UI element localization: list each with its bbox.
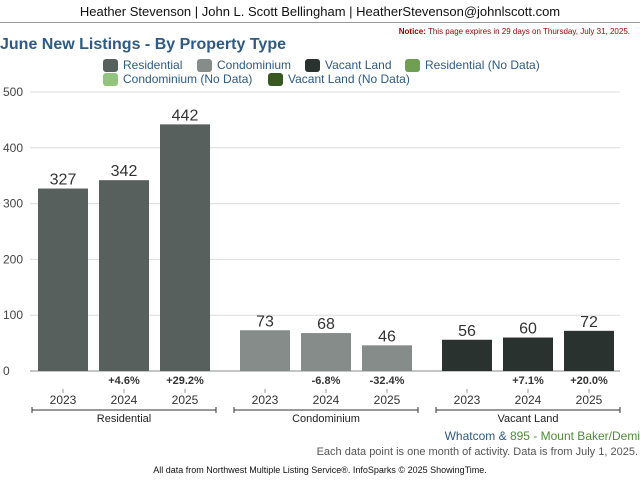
region-secondary: 895 - Mount Baker/Demi xyxy=(509,429,640,443)
year-tick-label: 2025 xyxy=(576,393,603,407)
bar xyxy=(38,188,88,371)
legend-item-condominium-no-data[interactable]: Condominium (No Data) xyxy=(103,72,252,86)
change-label: +29.2% xyxy=(166,375,204,387)
year-tick-label: 2023 xyxy=(252,393,279,407)
legend-label: Residential (No Data) xyxy=(425,58,540,72)
bar xyxy=(503,337,553,371)
group-label: Residential xyxy=(97,413,151,425)
notice-text: This page expires in 29 days on Thursday… xyxy=(427,27,630,36)
bar-value-label: 442 xyxy=(172,107,199,124)
y-tick-label: 400 xyxy=(3,141,23,155)
y-tick-label: 200 xyxy=(3,252,23,266)
change-label: +7.1% xyxy=(512,375,544,387)
region-filter-label: Whatcom & 895 - Mount Baker/Demi xyxy=(445,429,640,443)
bar xyxy=(442,339,492,371)
change-label: +4.6% xyxy=(108,375,140,387)
legend-item-residential-no-data[interactable]: Residential (No Data) xyxy=(405,58,540,72)
bar-value-label: 327 xyxy=(50,172,77,189)
year-tick-label: 2024 xyxy=(111,393,138,407)
bar xyxy=(99,180,149,371)
year-tick-label: 2025 xyxy=(172,393,199,407)
group-label: Condominium xyxy=(292,413,360,425)
agent-contact-text: Heather Stevenson | John L. Scott Bellin… xyxy=(79,3,561,19)
year-tick-label: 2023 xyxy=(454,393,481,407)
data-credit: All data from Northwest Multiple Listing… xyxy=(153,465,487,475)
bar xyxy=(362,345,412,371)
bar-value-label: 72 xyxy=(580,314,598,331)
legend-label: Vacant Land (No Data) xyxy=(288,72,410,86)
header-bar: Heather Stevenson | John L. Scott Bellin… xyxy=(0,0,640,23)
legend-item-residential[interactable]: Residential xyxy=(103,58,182,72)
year-tick-label: 2023 xyxy=(50,393,77,407)
legend-item-vacant-land[interactable]: Vacant Land xyxy=(305,58,392,72)
legend-swatch xyxy=(197,58,212,72)
change-label: -32.4% xyxy=(370,375,405,387)
bar-value-label: 46 xyxy=(378,328,396,345)
bar-value-label: 68 xyxy=(317,316,335,333)
legend-swatch xyxy=(405,58,420,72)
legend-swatch xyxy=(305,58,320,72)
legend-swatch xyxy=(268,72,283,86)
legend-label: Condominium xyxy=(217,58,292,72)
y-tick-label: 500 xyxy=(3,85,23,99)
change-label: -6.8% xyxy=(312,375,341,387)
notice-label: Notice: xyxy=(398,27,426,36)
chart-title: June New Listings - By Property Type xyxy=(0,36,286,53)
year-tick-label: 2024 xyxy=(313,393,340,407)
bar xyxy=(160,124,210,371)
bar-value-label: 60 xyxy=(519,321,537,338)
y-tick-label: 0 xyxy=(3,364,10,378)
change-label: +20.0% xyxy=(570,375,608,387)
bar-chart: 0 100 200 300 400 500 327 2023 342 +4.6% 2024 442 +2… xyxy=(3,85,621,425)
bar-value-label: 73 xyxy=(256,313,274,330)
bar xyxy=(301,333,351,371)
data-note: Each data point is one month of activity… xyxy=(316,446,638,458)
year-tick-label: 2024 xyxy=(515,393,542,407)
group-label: Vacant Land xyxy=(498,413,559,425)
legend-item-vacant-land-no-data[interactable]: Vacant Land (No Data) xyxy=(268,72,410,86)
bar-value-label: 342 xyxy=(111,163,138,180)
bar xyxy=(240,330,290,371)
legend-label: Vacant Land xyxy=(325,58,392,72)
year-tick-label: 2025 xyxy=(374,393,401,407)
region-primary: Whatcom xyxy=(444,429,496,443)
bar-value-label: 56 xyxy=(458,323,476,340)
expiry-notice: Notice: This page expires in 29 days on … xyxy=(399,27,630,36)
legend-swatch xyxy=(103,58,118,72)
y-tick-label: 100 xyxy=(3,308,23,322)
legend-swatch xyxy=(103,72,118,86)
legend-item-condominium[interactable]: Condominium xyxy=(197,58,291,72)
legend-label: Condominium (No Data) xyxy=(123,72,253,86)
y-tick-label: 300 xyxy=(3,197,23,211)
region-separator: & xyxy=(495,429,510,443)
bar xyxy=(564,330,614,371)
legend-label: Residential xyxy=(123,58,183,72)
